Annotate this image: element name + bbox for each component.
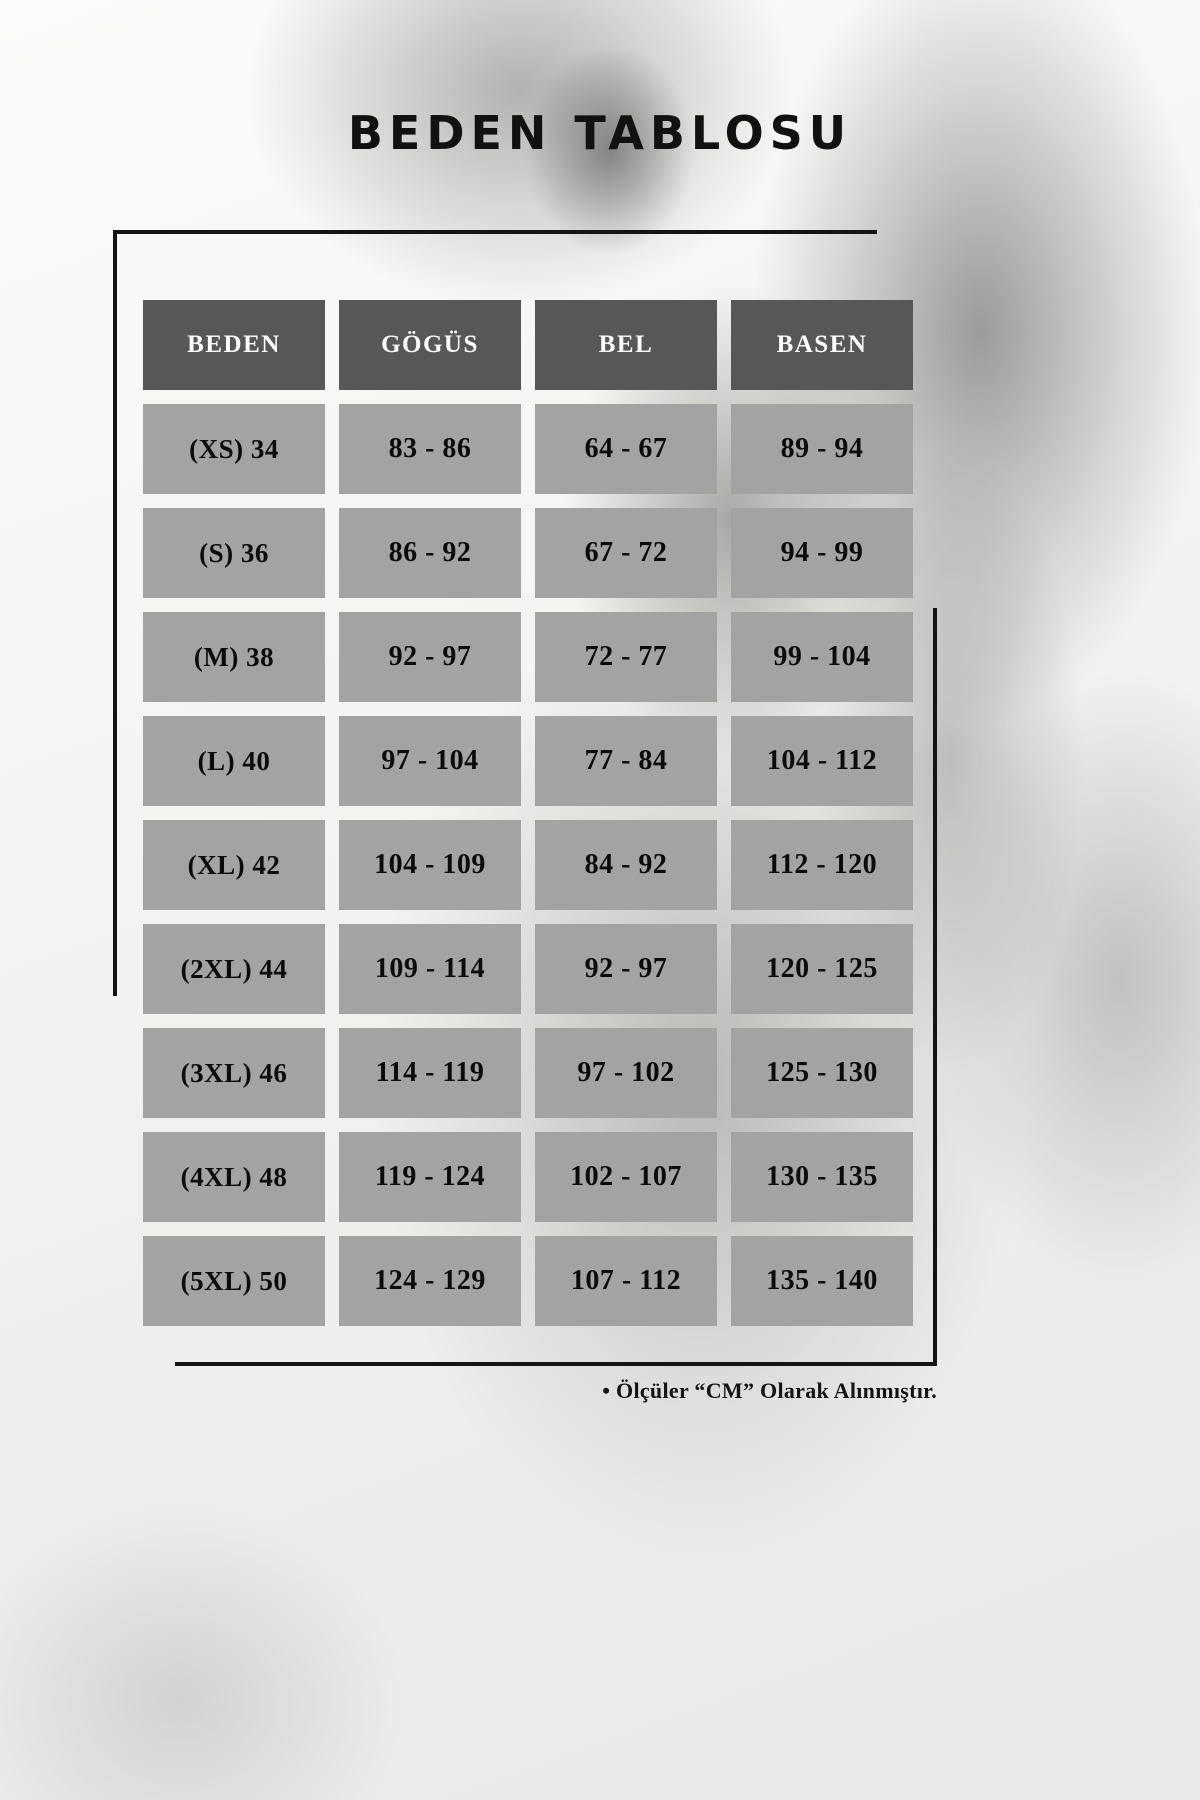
table-row: (XS) 34 83 - 86 64 - 67 89 - 94 <box>143 404 913 494</box>
cell-bel: 84 - 92 <box>535 820 717 910</box>
cell-gogus: 119 - 124 <box>339 1132 521 1222</box>
cell-basen: 99 - 104 <box>731 612 913 702</box>
table-row: (M) 38 92 - 97 72 - 77 99 - 104 <box>143 612 913 702</box>
cell-gogus: 114 - 119 <box>339 1028 521 1118</box>
cell-basen: 130 - 135 <box>731 1132 913 1222</box>
table-row: (XL) 42 104 - 109 84 - 92 112 - 120 <box>143 820 913 910</box>
cell-beden: (M) 38 <box>143 612 325 702</box>
cell-bel: 92 - 97 <box>535 924 717 1014</box>
cell-basen: 89 - 94 <box>731 404 913 494</box>
cell-gogus: 104 - 109 <box>339 820 521 910</box>
table-row: (L) 40 97 - 104 77 - 84 104 - 112 <box>143 716 913 806</box>
cell-basen: 94 - 99 <box>731 508 913 598</box>
page-title: BEDEN TABLOSU <box>347 106 853 160</box>
cell-beden: (2XL) 44 <box>143 924 325 1014</box>
column-header-bel: BEL <box>535 300 717 390</box>
cell-basen: 104 - 112 <box>731 716 913 806</box>
cell-gogus: 97 - 104 <box>339 716 521 806</box>
decorative-bracket-top-left <box>113 230 877 996</box>
cell-beden: (5XL) 50 <box>143 1236 325 1326</box>
table-row: (2XL) 44 109 - 114 92 - 97 120 - 125 <box>143 924 913 1014</box>
cell-beden: (4XL) 48 <box>143 1132 325 1222</box>
cell-bel: 64 - 67 <box>535 404 717 494</box>
cell-beden: (3XL) 46 <box>143 1028 325 1118</box>
cell-beden: (S) 36 <box>143 508 325 598</box>
column-header-gogus: GÖGÜS <box>339 300 521 390</box>
footnote-text: • Ölçüler “CM” Olarak Alınmıştır. <box>602 1378 937 1403</box>
cell-beden: (XS) 34 <box>143 404 325 494</box>
cell-gogus: 83 - 86 <box>339 404 521 494</box>
cell-gogus: 124 - 129 <box>339 1236 521 1326</box>
cell-basen: 125 - 130 <box>731 1028 913 1118</box>
table-row: (5XL) 50 124 - 129 107 - 112 135 - 140 <box>143 1236 913 1326</box>
table-row: (3XL) 46 114 - 119 97 - 102 125 - 130 <box>143 1028 913 1118</box>
cell-gogus: 92 - 97 <box>339 612 521 702</box>
size-table: BEDEN GÖGÜS BEL BASEN (XS) 34 83 - 86 64… <box>143 300 913 1340</box>
table-row: (4XL) 48 119 - 124 102 - 107 130 - 135 <box>143 1132 913 1222</box>
cell-bel: 102 - 107 <box>535 1132 717 1222</box>
cell-beden: (XL) 42 <box>143 820 325 910</box>
cell-beden: (L) 40 <box>143 716 325 806</box>
cell-basen: 120 - 125 <box>731 924 913 1014</box>
cell-gogus: 86 - 92 <box>339 508 521 598</box>
cell-bel: 77 - 84 <box>535 716 717 806</box>
cell-bel: 97 - 102 <box>535 1028 717 1118</box>
cell-basen: 112 - 120 <box>731 820 913 910</box>
decorative-bracket-bottom-right <box>175 608 937 1366</box>
column-header-beden: BEDEN <box>143 300 325 390</box>
cell-gogus: 109 - 114 <box>339 924 521 1014</box>
cell-bel: 67 - 72 <box>535 508 717 598</box>
column-header-basen: BASEN <box>731 300 913 390</box>
table-row: (S) 36 86 - 92 67 - 72 94 - 99 <box>143 508 913 598</box>
cell-bel: 107 - 112 <box>535 1236 717 1326</box>
cell-basen: 135 - 140 <box>731 1236 913 1326</box>
table-header-row: BEDEN GÖGÜS BEL BASEN <box>143 300 913 390</box>
cell-bel: 72 - 77 <box>535 612 717 702</box>
